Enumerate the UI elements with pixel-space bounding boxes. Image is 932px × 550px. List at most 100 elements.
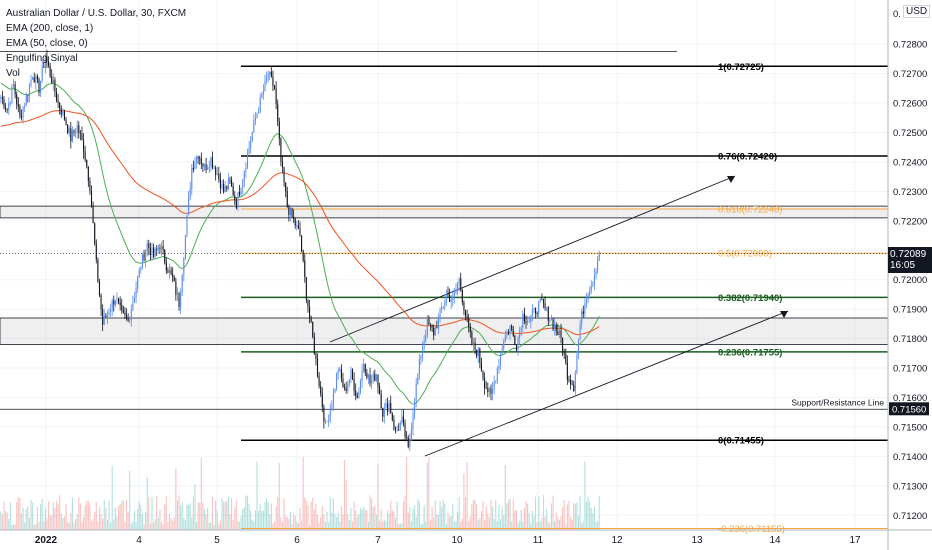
candle-body xyxy=(544,303,546,309)
volume-bar xyxy=(302,456,304,530)
candle-body xyxy=(394,428,397,431)
volume-bar xyxy=(86,501,88,530)
candle-body xyxy=(219,179,221,189)
candle-body xyxy=(542,299,545,304)
volume-bar xyxy=(474,499,476,530)
candle-body xyxy=(406,437,408,438)
candle-body xyxy=(379,386,381,395)
y-tick-label: 0.72600 xyxy=(893,99,927,110)
candles xyxy=(0,49,600,452)
volume-bar xyxy=(339,521,341,530)
candle-body xyxy=(111,300,113,310)
volume-bar xyxy=(452,503,454,530)
volume-bar xyxy=(511,521,513,530)
candle-body xyxy=(517,337,519,351)
candle-body xyxy=(563,351,565,355)
candle-body xyxy=(321,393,323,408)
currency-label[interactable]: USD xyxy=(903,5,931,18)
volume-bar xyxy=(499,518,502,530)
volume-bar xyxy=(24,522,26,530)
volume-bar xyxy=(0,511,2,530)
volume-bar xyxy=(414,505,416,530)
candle-body xyxy=(554,325,556,330)
candle-body xyxy=(433,328,435,336)
candle-body xyxy=(585,299,588,304)
volume-bar xyxy=(364,509,366,530)
legend-ema50[interactable]: EMA (50, close, 0) xyxy=(6,38,88,49)
volume-bar xyxy=(402,501,405,530)
volume-bar xyxy=(549,523,551,530)
volume-bar xyxy=(541,518,543,530)
candle-body xyxy=(374,373,376,381)
candle-body xyxy=(264,80,266,92)
candle-body xyxy=(154,248,156,257)
candle-body xyxy=(414,401,416,415)
volume-bar xyxy=(105,507,107,530)
volume-bar xyxy=(52,502,54,530)
candle-body xyxy=(218,173,220,180)
volume-bar xyxy=(353,501,355,530)
legend-engulfing[interactable]: Engulfing Sinyal xyxy=(6,53,78,64)
candle-body xyxy=(237,192,239,209)
candle-body xyxy=(119,302,121,306)
volume-bar xyxy=(281,521,284,530)
candle-body xyxy=(63,110,66,120)
volume-bar xyxy=(380,509,382,530)
volume-bar xyxy=(11,524,13,530)
legend-vol[interactable]: Vol xyxy=(6,68,20,79)
candle-body xyxy=(76,125,78,133)
candle-body xyxy=(391,413,393,420)
candle-body xyxy=(186,214,188,236)
volume-bar xyxy=(563,499,565,530)
volume-bar xyxy=(379,520,381,530)
candle-body xyxy=(557,331,559,336)
volume-bar xyxy=(504,464,506,530)
volume-bar xyxy=(558,519,560,530)
candle-body xyxy=(116,298,118,301)
fib-level-label: 1(0.72725) xyxy=(718,62,764,73)
candle-body xyxy=(351,369,354,380)
candle-body xyxy=(305,277,307,300)
volume-bar xyxy=(153,521,155,530)
volume-bar xyxy=(304,497,306,530)
candle-body xyxy=(520,328,522,331)
candle-body xyxy=(530,315,532,322)
chart-grid xyxy=(0,0,888,530)
candle-body xyxy=(62,110,64,115)
candle-body xyxy=(329,410,331,421)
candle-body xyxy=(428,318,430,325)
candle-body xyxy=(527,321,529,323)
volume-bar xyxy=(377,463,379,530)
candle-body xyxy=(595,271,597,276)
candle-body xyxy=(223,183,225,192)
legend-ema200[interactable]: EMA (200, close, 1) xyxy=(6,23,94,34)
candle-body xyxy=(297,225,299,229)
volume-bar xyxy=(531,510,533,530)
volume-bar xyxy=(89,504,91,530)
candle-body xyxy=(574,373,576,391)
volume-bar xyxy=(565,524,567,530)
volume-bar xyxy=(55,500,58,530)
volume-bar xyxy=(496,521,498,530)
volume-bar xyxy=(382,521,384,530)
volume-bar xyxy=(278,462,280,530)
volume-bar xyxy=(108,500,110,530)
time-axis: 2022 4 5 6 7 10 11 12 13 14 17 xyxy=(35,535,861,546)
volume-bar xyxy=(420,523,422,530)
volume-bar xyxy=(256,461,258,530)
volume-bar xyxy=(577,516,580,530)
candle-body xyxy=(44,56,46,68)
volume-bar xyxy=(1,514,3,530)
volume-bar xyxy=(36,506,38,530)
volume-bar xyxy=(436,514,438,530)
candle-body xyxy=(340,369,342,379)
candle-body xyxy=(11,86,13,103)
candle-body xyxy=(250,141,252,148)
volume-bar xyxy=(231,498,233,530)
candle-body xyxy=(471,332,473,346)
candle-body xyxy=(577,338,580,355)
y-tick-label: 0.71700 xyxy=(893,364,927,375)
volume-bar xyxy=(289,512,292,530)
candle-body xyxy=(118,298,120,303)
